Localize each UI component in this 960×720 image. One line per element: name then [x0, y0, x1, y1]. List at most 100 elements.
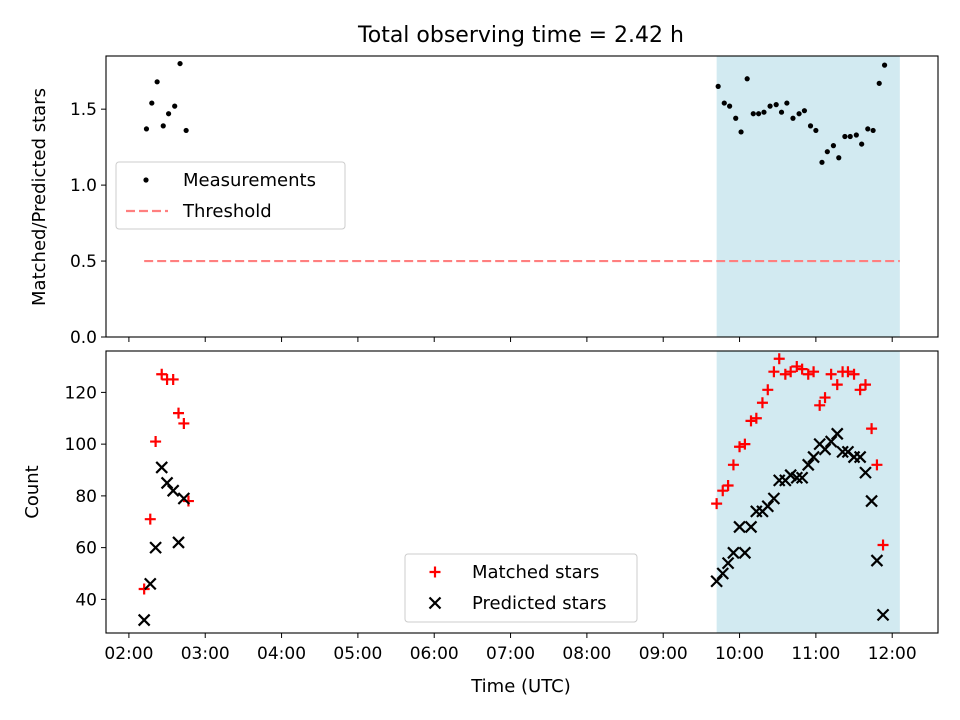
axes-frame	[105, 55, 939, 338]
shaded-span	[716, 56, 900, 337]
measurements-point	[836, 155, 842, 161]
matched-stars-point	[711, 498, 723, 510]
legend-label-predicted-stars: Predicted stars	[472, 593, 606, 614]
measurements-point	[773, 102, 779, 108]
measurements-point	[160, 123, 166, 129]
matched-stars-point	[144, 513, 156, 525]
predicted-stars-point	[761, 499, 775, 513]
legend: Measurements Threshold	[115, 161, 346, 230]
predicted-stars-point	[865, 494, 878, 508]
matched-stars-point	[150, 436, 162, 448]
matched-stars-point	[178, 417, 190, 429]
y-tick-label: 0.0	[70, 328, 97, 348]
top-y-axis-label: Matched/Predicted stars	[29, 88, 50, 306]
matched-stars-point	[722, 480, 734, 492]
matched-stars-point	[848, 368, 860, 380]
predicted-stars-point	[727, 546, 740, 560]
predicted-stars-point	[160, 476, 174, 490]
matched-stars-point	[866, 423, 878, 435]
predicted-stars-point	[137, 613, 151, 627]
predicted-stars-point	[149, 541, 162, 554]
measurements-point	[847, 133, 853, 140]
measurements-point	[727, 103, 733, 109]
measurements-point	[165, 111, 172, 117]
matched-stars-point	[768, 366, 780, 378]
measurements-point	[801, 108, 808, 114]
predicted-stars-point	[721, 556, 735, 570]
legend-marker-matched-stars	[429, 566, 441, 578]
measurements-point	[870, 127, 876, 134]
matched-stars-point	[156, 368, 168, 380]
predicted-stars-point	[710, 574, 723, 588]
predicted-stars-point	[818, 443, 832, 456]
matched-stars-point	[750, 412, 762, 424]
legend-label-threshold: Threshold	[182, 201, 272, 222]
matched-stars-point	[842, 366, 854, 378]
matched-stars-point	[739, 438, 751, 450]
measurements-point	[824, 149, 830, 155]
panel-count: 40 60 80 100 120 02:00 03:00 04:00 05:00 06:00 07:…	[65, 350, 939, 664]
predicted-stars-point	[824, 435, 838, 448]
measurements-point	[876, 80, 882, 86]
predicted-stars-point	[177, 492, 191, 505]
x-tick-label: 05:00	[333, 644, 382, 664]
bottom-y-axis-label: Count	[22, 465, 43, 518]
matched-stars-point	[773, 353, 785, 365]
x-axis-label: Time (UTC)	[470, 676, 571, 697]
measurements-point	[796, 111, 802, 117]
matched-stars-point	[859, 379, 871, 391]
measurements-point	[761, 109, 767, 115]
legend: Matched stars Predicted stars	[404, 553, 638, 623]
measurements-point	[738, 129, 744, 135]
matched-stars-point	[727, 459, 739, 471]
matched-stars-point	[825, 368, 837, 380]
matched-stars-point	[814, 399, 826, 411]
x-tick-label: 12:00	[868, 644, 917, 664]
matched-stars-point	[796, 363, 808, 375]
predicted-stars-point	[801, 458, 815, 472]
y-tick-label: 0.5	[70, 252, 97, 272]
matched-stars-point	[819, 392, 831, 404]
predicted-stars-point	[859, 466, 872, 479]
y-tick-label: 60	[75, 539, 97, 559]
chart-title: Total observing time = 2.42 h	[357, 23, 684, 48]
matched-stars-point	[182, 495, 194, 507]
measurements-point	[744, 76, 750, 82]
matched-stars-point	[717, 485, 729, 497]
matched-stars-point	[785, 366, 797, 378]
matched-stars-point	[831, 379, 843, 391]
predicted-stars-point	[876, 608, 890, 622]
x-tick-label: 10:00	[715, 644, 764, 664]
measurements-point	[881, 62, 888, 68]
x-tick-label: 11:00	[791, 644, 840, 664]
legend-box	[404, 553, 638, 623]
plot-area	[137, 353, 890, 627]
x-tick-label: 06:00	[410, 644, 459, 664]
matched-stars-point	[877, 539, 889, 551]
measurements-point	[715, 83, 721, 89]
predicted-stars-point	[172, 536, 185, 549]
predicted-stars-point	[744, 520, 758, 534]
measurements-point	[756, 111, 762, 117]
measurements-point	[154, 79, 160, 85]
measurements-point	[767, 103, 773, 109]
matched-stars-point	[871, 459, 883, 471]
legend-marker-predicted-stars	[428, 596, 442, 610]
measurements-point	[830, 143, 837, 149]
measurements-point	[750, 111, 756, 117]
measurements-point	[784, 100, 790, 106]
measurements-point	[813, 127, 819, 134]
predicted-stars-point	[870, 554, 884, 567]
x-tick-label: 03:00	[181, 644, 230, 664]
predicted-stars-point	[836, 445, 849, 459]
predicted-stars-point	[790, 471, 804, 485]
panel-ratio: 0.0 0.5 1.0 1.5 Measurements Threshold	[70, 55, 939, 348]
measurements-point	[842, 133, 848, 140]
legend-label-matched-stars: Matched stars	[472, 562, 599, 583]
measurements-point	[172, 103, 178, 109]
predicted-stars-point	[795, 471, 809, 485]
legend-label-measurements: Measurements	[183, 170, 316, 191]
x-tick-label: 04:00	[257, 644, 306, 664]
y-tick-label: 1.5	[70, 100, 97, 120]
